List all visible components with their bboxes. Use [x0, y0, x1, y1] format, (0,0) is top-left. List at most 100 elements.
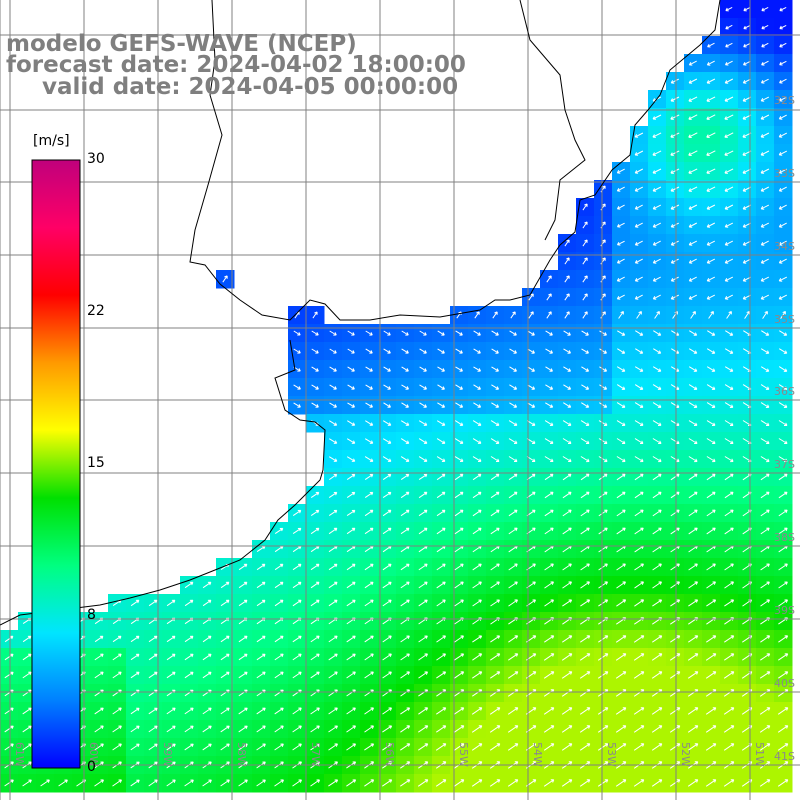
- wind-arrow: [473, 348, 481, 354]
- wind-arrow: [382, 779, 393, 787]
- wind-arrow: [705, 725, 717, 733]
- wind-arrow: [310, 491, 320, 499]
- wind-arrow: [760, 635, 771, 643]
- wind-arrow: [454, 581, 464, 589]
- wind-arrow: [778, 168, 788, 174]
- wind-arrow: [706, 509, 716, 517]
- wind-arrow: [580, 473, 590, 481]
- wind-arrow: [527, 384, 536, 390]
- wind-arrow: [543, 779, 555, 787]
- wind-arrow: [400, 527, 410, 535]
- wind-arrow: [491, 366, 499, 372]
- wind-arrow: [617, 330, 626, 336]
- wind-arrow: [706, 635, 717, 643]
- wind-arrow: [652, 168, 662, 174]
- wind-arrow: [507, 743, 519, 751]
- wind-arrow: [310, 599, 320, 607]
- wind-arrow: [778, 527, 788, 535]
- wind-arrow: [436, 653, 446, 661]
- wind-arrow: [454, 491, 464, 499]
- wind-arrow: [688, 258, 697, 264]
- wind-arrow: [94, 707, 104, 715]
- colorbar-tick-0: 0: [87, 759, 96, 775]
- wind-arrow: [509, 330, 517, 336]
- wind-arrow: [293, 330, 301, 336]
- wind-arrow: [706, 438, 716, 444]
- wind-arrow: [474, 311, 480, 319]
- wind-arrow: [473, 384, 481, 390]
- wind-arrow: [706, 258, 716, 264]
- wind-arrow: [616, 168, 625, 174]
- wind-arrow: [706, 78, 716, 84]
- wind-arrow: [454, 635, 464, 643]
- wind-arrow: [599, 384, 608, 390]
- wind-arrow: [706, 96, 716, 102]
- wind-arrow: [453, 779, 465, 787]
- wind-arrow: [292, 743, 302, 751]
- wind-arrow: [256, 779, 266, 787]
- wind-arrow: [22, 635, 32, 643]
- wind-arrow: [634, 150, 644, 156]
- wind-arrow: [94, 635, 104, 643]
- wind-arrow: [618, 311, 624, 319]
- wind-arrow: [616, 240, 625, 246]
- wind-arrow: [561, 707, 573, 715]
- wind-arrow: [472, 635, 483, 643]
- wind-arrow: [708, 311, 714, 319]
- longitude-label: 58W: [235, 742, 248, 767]
- wind-arrow: [527, 348, 535, 354]
- wind-arrow: [184, 581, 194, 589]
- wind-arrow: [94, 743, 104, 751]
- wind-arrow: [347, 384, 355, 390]
- wind-arrow: [220, 581, 230, 589]
- wind-arrow: [653, 330, 662, 336]
- wind-arrow: [130, 635, 140, 643]
- wind-arrow: [563, 366, 572, 372]
- wind-arrow: [364, 563, 374, 571]
- wind-arrow: [472, 420, 482, 426]
- wind-arrow: [202, 635, 212, 643]
- wind-arrow: [508, 456, 518, 462]
- wind-arrow: [507, 671, 519, 679]
- wind-arrow: [418, 509, 428, 517]
- wind-arrow: [688, 402, 698, 408]
- wind-arrow: [418, 671, 428, 679]
- wind-arrow: [347, 366, 355, 372]
- wind-arrow: [202, 707, 212, 715]
- wind-arrow: [652, 204, 662, 210]
- wind-arrow: [688, 581, 698, 589]
- wind-arrow: [724, 114, 734, 120]
- wind-arrow: [328, 456, 338, 462]
- wind-arrow: [437, 366, 445, 372]
- wind-arrow: [707, 42, 715, 48]
- wind-arrow: [491, 402, 500, 408]
- wind-arrow: [346, 707, 356, 715]
- wind-arrow: [616, 456, 626, 463]
- wind-arrow: [507, 707, 519, 715]
- wind-arrow: [328, 725, 338, 733]
- wind-arrow: [597, 653, 609, 661]
- wind-arrow: [725, 42, 733, 48]
- wind-arrow: [472, 563, 482, 571]
- wind-arrow: [490, 581, 500, 589]
- wind-arrow: [545, 366, 553, 372]
- wind-arrow: [472, 438, 482, 444]
- wind-arrow: [148, 707, 158, 715]
- grid-labels: 61W 60W 59W 58W 57W 56W 55W 54W 53W 52W 51W 32S 33S 3…: [13, 94, 795, 767]
- wind-arrow: [652, 150, 662, 156]
- wind-arrow: [742, 258, 751, 264]
- wind-arrow: [651, 707, 663, 715]
- wind-arrow: [527, 330, 535, 336]
- wind-arrow: [724, 473, 734, 481]
- wind-arrow: [616, 204, 625, 210]
- wind-arrow: [633, 671, 645, 679]
- latitude-label: 32S: [774, 94, 795, 107]
- wind-arrow: [597, 707, 609, 715]
- wind-arrow: [778, 114, 787, 120]
- wind-arrow: [346, 563, 356, 571]
- wind-arrow: [364, 473, 374, 481]
- wind-arrow: [706, 222, 716, 228]
- wind-arrow: [328, 635, 338, 643]
- wind-arrow: [490, 671, 501, 679]
- wind-arrow: [706, 402, 716, 408]
